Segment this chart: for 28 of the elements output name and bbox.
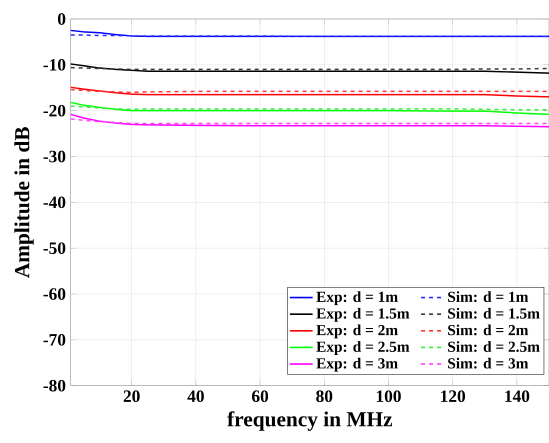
legend-label: Sim: d = 1.5m: [448, 308, 540, 319]
legend-label: Sim: d = 2m: [448, 324, 528, 336]
legend-label: Sim: d = 1m: [448, 291, 528, 302]
legend-label: Exp: d = 1m: [316, 291, 398, 306]
x-axis-title: frequency in MHz: [227, 411, 392, 431]
y-tick-label: -40: [43, 196, 66, 208]
x-tick-label: 140: [505, 390, 530, 402]
legend-label: Exp: d = 2.5m: [316, 341, 410, 356]
legend-label: Exp: d = 1.5m: [316, 308, 410, 322]
legend-label: Sim: d = 2.5m: [448, 341, 540, 352]
y-tick-label: -70: [43, 334, 66, 346]
y-tick-label: -10: [43, 58, 66, 71]
x-tick-label: 120: [441, 390, 466, 402]
x-tick-label: 20: [124, 390, 140, 402]
x-tick-label: 100: [376, 390, 401, 402]
legend-label: Exp: d = 3m: [316, 358, 398, 372]
y-tick-label: 0: [58, 13, 66, 25]
y-tick-label: -20: [43, 104, 66, 117]
y-tick-label: -80: [43, 380, 66, 392]
y-tick-label: -60: [43, 288, 66, 300]
x-tick-label: 60: [252, 390, 268, 402]
y-tick-label: -30: [43, 150, 66, 162]
legend-label: Exp: d = 2m: [316, 324, 398, 338]
legend-label: Sim: d = 3m: [448, 358, 528, 369]
y-axis-title: Amplitude in dB: [14, 127, 34, 278]
x-tick-label: 40: [187, 390, 204, 402]
y-tick-label: -50: [43, 242, 66, 254]
x-tick-label: 80: [316, 390, 332, 402]
